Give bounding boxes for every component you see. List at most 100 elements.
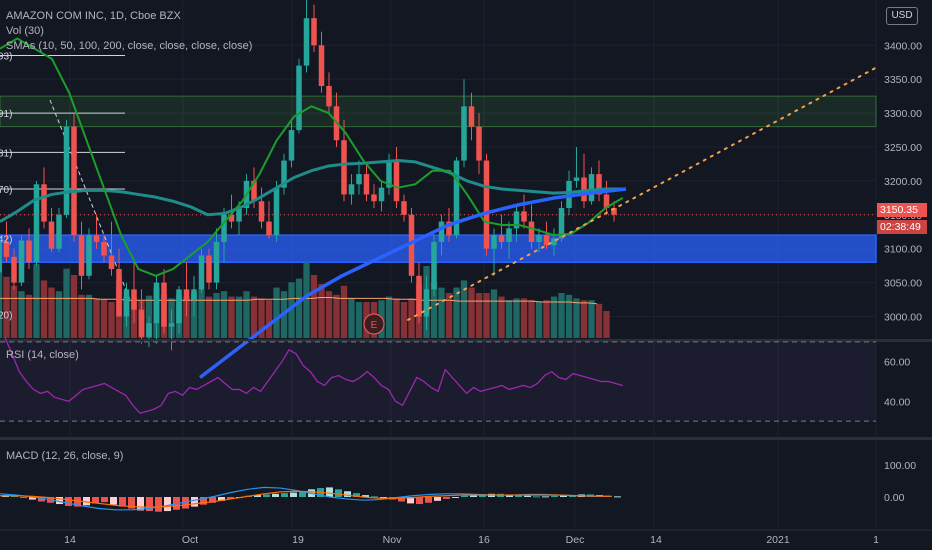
macd-legend[interactable]: MACD (12, 26, close, 9) [6,450,124,462]
macd-hist-9 [83,497,90,506]
volume-bar-79 [588,300,595,338]
macd-hist-49 [443,497,450,499]
currency-button[interactable]: USD [886,7,918,25]
countdown-tag: 02:38:49 [877,220,927,234]
volume-bar-33 [243,291,250,338]
volume-bar-68 [505,300,513,338]
grid [0,0,877,530]
earnings-marker-circle[interactable] [363,313,385,335]
candle-body-80 [596,174,602,195]
cut-off-line-labels: 93) 91) 31) 70) 42) 20) [0,51,12,321]
macd-hist-50 [452,497,459,498]
candle-body-11 [78,235,85,276]
volume-legend[interactable]: Vol (30) [6,25,44,37]
volume-bar-58 [430,282,438,338]
volume-bar-81 [603,311,610,338]
volume-bar-8 [55,291,63,338]
macd-hist-8 [74,497,81,507]
time-tick-1: Oct [182,534,198,546]
volume-bar-14 [100,299,108,338]
rsi-tick-0: 60.00 [884,357,910,369]
candle-body-28 [206,255,212,283]
macd-hist-13 [119,497,126,507]
sma-legend[interactable]: SMAs (10, 50, 100, 200, close, close, cl… [6,40,253,52]
rsi-legend[interactable]: RSI (14, close) [6,349,79,361]
volume-bar-3 [18,291,25,338]
volume-bar-71 [528,300,535,338]
candle-body-44 [326,85,332,107]
trendline[interactable] [407,66,877,321]
candle-body-15 [108,255,115,270]
signal-line-series [0,490,611,508]
candle-body-21 [153,282,160,324]
time-tick-6: 14 [650,534,662,546]
price-tick-8: 3000.00 [884,311,922,323]
volume-bar-34 [250,296,258,338]
price-zones [0,95,877,264]
macd-hist-68 [614,496,621,498]
volume-bar-78 [580,300,588,338]
macd-hist-44 [398,497,405,502]
volume-bar-70 [520,298,528,338]
candle-body-25 [183,289,190,300]
rsi-series [4,337,623,414]
candle-body-9 [63,126,70,215]
volume-bar-64 [475,293,483,338]
volume-ma-series [0,297,598,305]
candle-body-35 [258,201,265,222]
candle-body-50 [371,194,377,202]
cut-label-3: 70) [0,185,12,196]
sma-green-series [0,37,624,277]
candle-body-40 [296,65,302,131]
candle-body-6 [41,184,47,222]
volume-bar-69 [513,298,520,338]
candle-body-43 [318,45,325,86]
volume-bar-80 [595,303,603,338]
macd-hist-39 [353,493,360,497]
volume-bar-54 [400,302,408,338]
macd-hist-56 [506,494,513,497]
candle-body-52 [386,160,392,188]
rsi-tick-1: 40.00 [884,396,910,408]
volume-bar-2 [10,285,18,338]
earnings-marker[interactable]: E [363,313,385,335]
volume-bar-46 [340,285,348,338]
candle-body-32 [236,208,242,222]
volume-bar-40 [295,278,303,338]
time-tick-3: Nov [383,534,402,546]
candle-body-77 [573,177,580,181]
candle-body-7 [48,221,55,249]
candle-body-8 [56,214,62,249]
volume-bar-13 [93,298,100,338]
cut-label-2: 31) [0,148,12,159]
candle-body-56 [416,275,422,317]
volume-bar-77 [573,298,580,338]
macd-tick-0: 100.00 [884,460,916,472]
volume-bar-43 [318,284,325,338]
volume-bar-9 [63,268,70,338]
candle-body-57 [423,289,430,317]
candle-body-53 [393,160,400,202]
volume-bar-15 [108,302,115,338]
candle-body-30 [221,214,227,242]
pane-separators[interactable] [0,339,932,440]
candle-body-3 [18,240,25,283]
volume-bar-65 [483,293,490,338]
candle-body-23 [168,323,175,327]
volume-bar-12 [85,294,93,338]
time-tick-7: 2021 [766,534,790,546]
volume-bar-25 [183,296,190,338]
macd-hist-47 [425,497,432,503]
candle-body-73 [543,235,550,246]
price-axis[interactable]: 3400.003350.003300.003250.003200.003150.… [884,40,922,504]
macd-hist-48 [434,497,441,501]
candle-body-1 [3,241,10,257]
earnings-marker-label: E [371,320,378,331]
macd-hist-11 [101,497,108,503]
time-axis[interactable]: 14 Oct 19 Nov 16 Dec 14 2021 1 [0,529,932,546]
candle-body-34 [251,180,257,202]
symbol-legend[interactable]: AMAZON COM INC, 1D, Cboe BZX [6,10,181,22]
volume-bar-35 [258,298,265,338]
macd-pane [0,486,621,512]
